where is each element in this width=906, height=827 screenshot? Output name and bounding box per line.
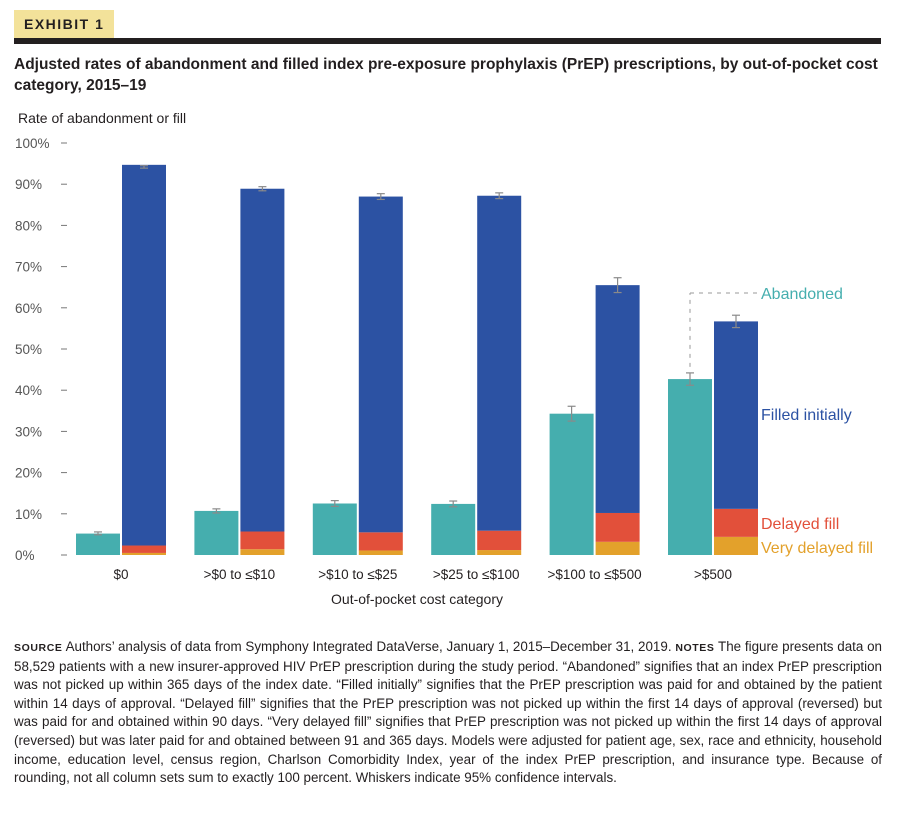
x-tick-label: >$0 to ≤$10 bbox=[204, 567, 276, 582]
x-tick-label: $0 bbox=[113, 567, 128, 582]
legend-delayed-fill: Delayed fill bbox=[761, 516, 839, 533]
exhibit-label: EXHIBIT 1 bbox=[14, 10, 115, 38]
x-tick-label: >$500 bbox=[694, 567, 732, 582]
bar-delayed-fill bbox=[122, 545, 166, 553]
bar-filled-initially bbox=[358, 196, 403, 533]
notes-label: NOTES bbox=[675, 642, 715, 654]
bar-very-delayed-fill bbox=[595, 541, 640, 555]
y-tick-label: 50% bbox=[15, 342, 42, 357]
bar-abandoned bbox=[549, 413, 594, 555]
y-tick-label: 100% bbox=[15, 136, 50, 151]
source-text: Authors’ analysis of data from Symphony … bbox=[65, 639, 672, 654]
bar-very-delayed-fill bbox=[358, 550, 403, 555]
bar-delayed-fill bbox=[714, 508, 758, 537]
bar-abandoned bbox=[76, 533, 120, 555]
x-tick-label: >$100 to ≤$500 bbox=[548, 567, 642, 582]
bar-filled-initially bbox=[595, 285, 640, 513]
bar-abandoned bbox=[194, 510, 239, 555]
y-tick-label: 80% bbox=[15, 218, 42, 233]
legend-abandoned: Abandoned bbox=[761, 286, 843, 303]
y-tick-label: 90% bbox=[15, 177, 42, 192]
x-tick-label: >$10 to ≤$25 bbox=[318, 567, 397, 582]
bar-filled-initially bbox=[477, 195, 522, 531]
notes-text: The figure presents data on 58,529 patie… bbox=[14, 639, 882, 786]
y-tick-label: 30% bbox=[15, 424, 42, 439]
legend-filled-initially: Filled initially bbox=[761, 407, 852, 424]
bar-very-delayed-fill bbox=[714, 536, 758, 555]
y-tick-label: 60% bbox=[15, 301, 42, 316]
stacked-bar-chart: Rate of abandonment or fill 0% 10% 20% 30% 40… bbox=[15, 110, 873, 607]
top-rule bbox=[14, 38, 881, 44]
y-tick-label: 0% bbox=[15, 548, 35, 563]
x-tick-label: >$25 to ≤$100 bbox=[433, 567, 520, 582]
figure-title: Adjusted rates of abandonment and filled… bbox=[14, 56, 878, 94]
source-label: SOURCE bbox=[14, 642, 63, 654]
y-tick-label: 40% bbox=[15, 383, 42, 398]
y-axis-label: Rate of abandonment or fill bbox=[18, 110, 186, 126]
bar-filled-initially bbox=[122, 164, 166, 546]
bar-very-delayed-fill bbox=[477, 550, 522, 555]
bar-very-delayed-fill bbox=[122, 552, 166, 555]
bar-very-delayed-fill bbox=[240, 549, 285, 555]
bar-delayed-fill bbox=[595, 512, 640, 542]
bar-filled-initially bbox=[240, 188, 285, 532]
y-tick-label: 70% bbox=[15, 260, 42, 275]
source-and-notes: SOURCE Authors’ analysis of data from Sy… bbox=[14, 638, 882, 788]
legend-very-delayed-fill: Very delayed fill bbox=[761, 540, 873, 557]
y-tick-label: 20% bbox=[15, 466, 42, 481]
bar-abandoned bbox=[312, 503, 357, 555]
bar-delayed-fill bbox=[358, 532, 403, 551]
bar-abandoned bbox=[431, 503, 476, 555]
y-tick-label: 10% bbox=[15, 507, 42, 522]
bar-delayed-fill bbox=[240, 531, 285, 550]
bar-filled-initially bbox=[714, 321, 758, 509]
x-axis-label: Out-of-pocket cost category bbox=[331, 591, 503, 607]
bar-delayed-fill bbox=[477, 530, 522, 551]
bar-abandoned bbox=[668, 379, 712, 555]
